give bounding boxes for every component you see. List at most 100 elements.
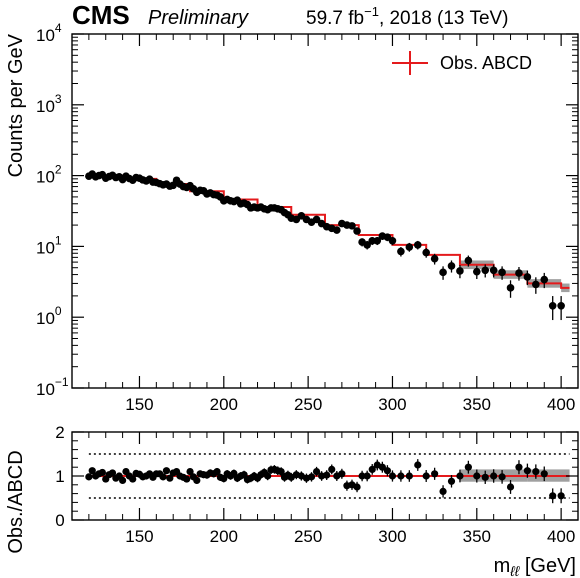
ratio-point-marker [397, 472, 405, 480]
ratio-point [213, 467, 221, 476]
ratio-point [540, 466, 548, 482]
ratio-point-marker [388, 472, 397, 480]
ratio-point [358, 470, 366, 482]
data-point-marker [333, 226, 341, 234]
data-point-marker [439, 268, 447, 277]
data-point-marker [312, 215, 321, 224]
ratio-point-marker [540, 470, 548, 478]
ratio-point-marker [456, 472, 464, 480]
data-point-marker [489, 266, 498, 275]
ratio-point [119, 476, 127, 484]
ratio-point-marker [557, 492, 565, 500]
ratio-point-marker [549, 492, 557, 500]
data-point [405, 242, 414, 252]
main-y-tick-label: 10−1 [36, 375, 69, 399]
data-point-marker [430, 254, 439, 263]
ratio-point [397, 470, 405, 482]
ratio-point [368, 464, 376, 475]
ratio-point-marker [159, 473, 167, 481]
ratio-point-marker [431, 470, 439, 478]
data-point [481, 264, 490, 278]
ratio-point-marker [447, 477, 456, 485]
ratio-point [523, 463, 532, 478]
ratio-point [85, 473, 93, 481]
ratio-panel: 0 1 2 150 200 250 300 350 400 Obs./ABCD mℓℓ [Ge… [5, 423, 579, 578]
data-point-marker [363, 241, 371, 249]
ratio-point-marker [378, 463, 386, 471]
data-point-marker [447, 262, 456, 270]
ratio-point-marker [183, 475, 191, 483]
ratio-point-marker [186, 468, 194, 476]
ratio-point [166, 474, 174, 482]
ratio-x-tick-label: 300 [378, 527, 406, 546]
lumi-label: 59.7 fb−1, 2018 (13 TeV) [306, 4, 509, 29]
ratio-y-axis-title: Obs./ABCD [5, 450, 27, 553]
ratio-data-points [85, 459, 565, 504]
data-point [540, 272, 549, 289]
data-point-marker [405, 243, 414, 251]
legend-label: Obs. ABCD [440, 53, 532, 73]
data-point [388, 236, 397, 246]
ratio-point [498, 470, 506, 484]
ratio-point [193, 476, 201, 484]
ratio-point-marker [422, 472, 430, 480]
data-point [348, 222, 356, 230]
ratio-point [312, 466, 321, 477]
data-point-marker [422, 248, 431, 257]
data-point [439, 266, 447, 280]
ratio-point [532, 464, 540, 479]
data-point [422, 248, 431, 258]
ratio-point [183, 475, 191, 483]
ratio-x-tick-label: 350 [463, 527, 491, 546]
ratio-x-tick-label: 250 [294, 527, 322, 546]
data-point [532, 277, 540, 294]
status-label: Preliminary [148, 7, 249, 29]
ratio-y-tick-label: 2 [55, 423, 64, 442]
ratio-point [422, 470, 430, 482]
ratio-point [323, 470, 331, 480]
ratio-point [481, 470, 489, 484]
ratio-point [378, 461, 386, 473]
main-panel: 10−1 100 101 102 103 104 150 200 250 300 350 400 C… [5, 21, 579, 414]
main-x-tick-label: 200 [210, 395, 238, 414]
ratio-point [363, 470, 371, 482]
data-point-marker [388, 236, 397, 245]
main-y-axis-title: Counts per GeV [5, 33, 27, 177]
ratio-point-marker [307, 473, 316, 481]
data-point-marker [353, 227, 361, 235]
x-axis-title: mℓℓ [GeV] [494, 555, 576, 578]
data-point-marker [532, 280, 540, 289]
main-x-tick-label: 350 [463, 395, 491, 414]
ratio-point [490, 469, 498, 483]
data-point [548, 296, 557, 321]
ratio-point [307, 472, 316, 482]
ratio-point-marker [162, 467, 171, 475]
ratio-point-marker [264, 472, 272, 480]
data-point [430, 253, 439, 265]
data-point-marker [348, 222, 356, 230]
ratio-point [456, 469, 464, 483]
ratio-point-marker [523, 467, 532, 475]
ratio-point [515, 460, 523, 475]
data-point [523, 270, 532, 286]
data-point [473, 265, 481, 280]
data-point-marker [548, 301, 557, 310]
ratio-point-marker [88, 467, 96, 475]
ratio-point [431, 467, 439, 480]
ratio-point [277, 467, 285, 476]
ratio-point [506, 480, 515, 494]
ratio-point [557, 488, 565, 504]
ratio-point-marker [439, 487, 447, 495]
main-x-tick-label: 250 [294, 395, 322, 414]
data-point-marker [481, 266, 490, 275]
data-point [413, 240, 422, 250]
ratio-point-marker [414, 461, 422, 469]
data-point-marker [413, 241, 422, 249]
ratio-point [129, 475, 137, 483]
data-point-marker [515, 269, 523, 277]
data-point [312, 215, 321, 224]
data-point-marker [373, 236, 382, 245]
data-point-marker [456, 267, 464, 275]
data-point [397, 247, 405, 257]
ratio-x-tick-label: 150 [125, 527, 153, 546]
